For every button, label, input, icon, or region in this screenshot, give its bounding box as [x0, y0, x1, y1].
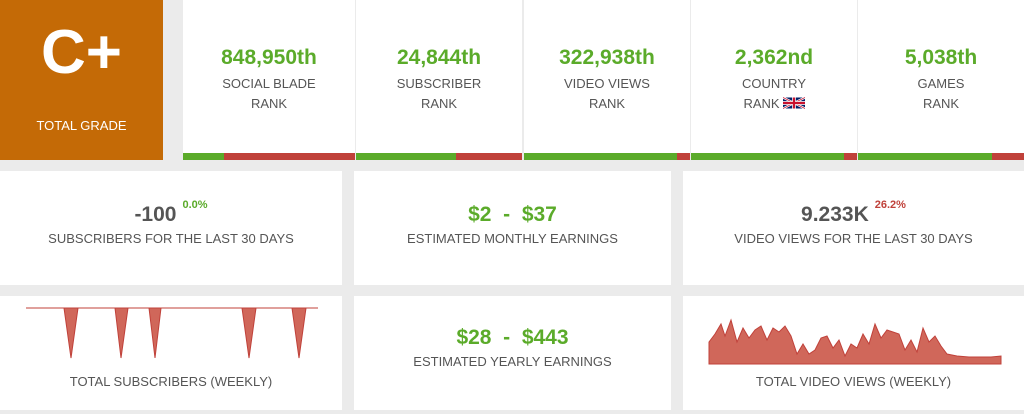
subscribers-change-percent: 0.0%: [182, 199, 208, 211]
monthly-earnings-value: $2 - $37: [354, 203, 671, 227]
subscribers-30-days-card: -100 0.0% SUBSCRIBERS FOR THE LAST 30 DAY…: [0, 171, 342, 285]
views-30-days-value: 9.233K: [801, 203, 869, 226]
earnings-separator: -: [503, 326, 511, 349]
subscribers-30-days-value-row: -100 0.0%: [0, 199, 342, 227]
total-grade-card: C+ TOTAL GRADE: [0, 0, 163, 160]
social-blade-rank-card: 848,950th SOCIAL BLADE RANK: [183, 0, 355, 160]
games-rank-card: 5,038th GAMES RANK: [858, 0, 1024, 160]
views-change-percent: 26.2%: [874, 199, 906, 211]
yearly-earnings-value: $28 - $443: [354, 326, 671, 350]
rank-label: GAMES: [917, 76, 965, 91]
rank-label: RANK: [250, 96, 288, 111]
monthly-earnings-high: $37: [521, 203, 557, 226]
yearly-earnings-high: $443: [521, 326, 569, 349]
rank-value: 322,938th: [559, 46, 655, 69]
sparkline-area: [26, 307, 318, 359]
weekly-subscribers-card: TOTAL SUBSCRIBERS (WEEKLY): [0, 296, 342, 410]
rank-label: SUBSCRIBER: [396, 76, 482, 91]
weekly-views-label: TOTAL VIDEO VIEWS (WEEKLY): [755, 374, 952, 389]
country-rank-card: 2,362nd COUNTRY RANK: [691, 0, 857, 160]
rank-progress-bar: [524, 153, 690, 160]
yearly-earnings-low: $28: [456, 326, 492, 349]
views-30-days-value-row: 9.233K 26.2%: [683, 199, 1024, 227]
earnings-separator: -: [503, 203, 511, 226]
weekly-views-card: TOTAL VIDEO VIEWS (WEEKLY): [683, 296, 1024, 410]
grade-label: TOTAL GRADE: [36, 118, 127, 133]
rank-progress-bar: [183, 153, 355, 160]
rank-label: RANK: [420, 96, 458, 111]
uk-flag-icon: [782, 97, 805, 109]
video-views-rank-card: 322,938th VIDEO VIEWS RANK: [524, 0, 690, 160]
rank-value: 5,038th: [904, 46, 978, 69]
monthly-earnings-card: $2 - $37 ESTIMATED MONTHLY EARNINGS: [354, 171, 671, 285]
rank-label: SOCIAL BLADE: [222, 76, 316, 91]
subscribers-30-days-value: -100: [134, 203, 177, 226]
rank-label: RANK: [743, 96, 780, 111]
rank-label: RANK: [588, 96, 626, 111]
rank-progress-bar: [858, 153, 1024, 160]
rank-label: RANK: [922, 96, 960, 111]
rank-progress-bar: [691, 153, 857, 160]
rank-label-row: RANK: [691, 96, 857, 111]
sparkline-area: [708, 318, 1002, 365]
rank-value: 2,362nd: [734, 46, 814, 69]
subscriber-rank-card: 24,844th SUBSCRIBER RANK: [356, 0, 522, 160]
weekly-subscribers-label: TOTAL SUBSCRIBERS (WEEKLY): [69, 374, 273, 389]
views-30-days-label: VIDEO VIEWS FOR THE LAST 30 DAYS: [734, 231, 973, 246]
rank-progress-bar: [356, 153, 522, 160]
subscribers-30-days-label: SUBSCRIBERS FOR THE LAST 30 DAYS: [48, 231, 294, 246]
weekly-views-sparkline: [708, 318, 1002, 365]
weekly-subscribers-sparkline: [26, 307, 318, 359]
yearly-earnings-label: ESTIMATED YEARLY EARNINGS: [413, 354, 612, 369]
monthly-earnings-label: ESTIMATED MONTHLY EARNINGS: [407, 231, 618, 246]
monthly-earnings-low: $2: [468, 203, 492, 226]
grade-letter: C+: [41, 18, 122, 87]
views-30-days-card: 9.233K 26.2% VIDEO VIEWS FOR THE LAST 30 …: [683, 171, 1024, 285]
rank-label: COUNTRY: [741, 76, 807, 91]
yearly-earnings-card: $28 - $443 ESTIMATED YEARLY EARNINGS: [354, 296, 671, 410]
rank-label: VIDEO VIEWS: [564, 76, 650, 91]
rank-value: 848,950th: [221, 46, 317, 69]
rank-value: 24,844th: [396, 46, 482, 69]
